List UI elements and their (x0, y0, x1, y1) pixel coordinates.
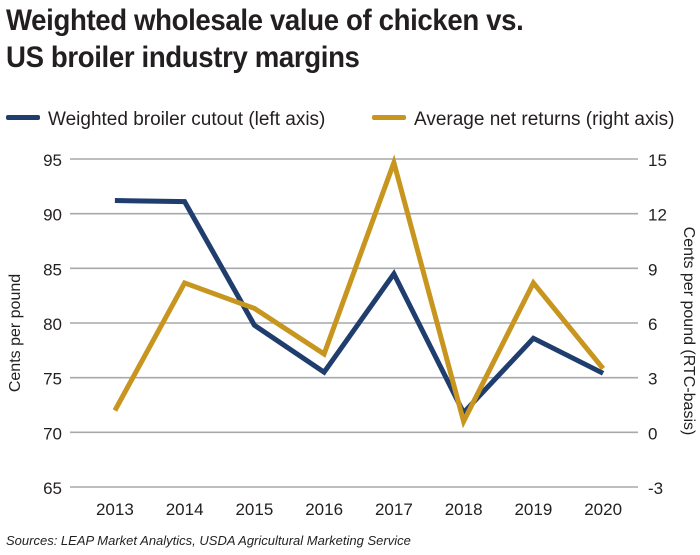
x-tick-label: 2015 (235, 500, 273, 519)
legend-swatch-left (6, 115, 40, 121)
legend-swatch-right (372, 115, 406, 121)
x-tick-label: 2014 (166, 500, 204, 519)
legend-label-right: Average net returns (right axis) (414, 109, 675, 130)
y-right-axis-title: Cents per pound (RTC-basis) (680, 227, 697, 436)
x-tick-label: 2016 (305, 500, 343, 519)
y-left-tick-label: 90 (43, 206, 62, 225)
x-tick-label: 2019 (514, 500, 552, 519)
chart-title: Weighted wholesale value of chicken vs. … (6, 2, 641, 76)
legend-label-left: Weighted broiler cutout (left axis) (48, 109, 326, 130)
legend-item-right-axis: Average net returns (right axis) (372, 108, 675, 132)
y-right-tick-label: 12 (648, 206, 667, 225)
source-note: Sources: LEAP Market Analytics, USDA Agr… (6, 533, 411, 548)
y-right-tick-label: 9 (648, 260, 657, 279)
y-right-tick-label: -3 (648, 479, 663, 498)
y-left-tick-label: 70 (43, 424, 62, 443)
x-tick-label: 2020 (584, 500, 622, 519)
y-right-tick-label: 0 (648, 424, 657, 443)
y-left-tick-label: 95 (43, 151, 62, 170)
y-left-tick-label: 65 (43, 479, 62, 498)
x-tick-label: 2013 (96, 500, 134, 519)
y-right-tick-label: 6 (648, 315, 657, 334)
chart-title-line-2: US broiler industry margins (6, 41, 360, 74)
y-left-tick-label: 75 (43, 370, 62, 389)
x-tick-label: 2017 (375, 500, 413, 519)
y-left-axis-title: Cents per pound (7, 274, 24, 392)
y-right-tick-label: 15 (648, 151, 667, 170)
y-right-tick-label: 3 (648, 370, 657, 389)
series-line-left (114, 198, 605, 418)
y-left-tick-label: 85 (43, 260, 62, 279)
chart-title-line-1: Weighted wholesale value of chicken vs. (6, 4, 524, 37)
legend-item-left-axis: Weighted broiler cutout (left axis) (6, 108, 325, 132)
x-tick-label: 2018 (445, 500, 483, 519)
series-line-right (112, 154, 606, 429)
y-left-tick-label: 80 (43, 315, 62, 334)
